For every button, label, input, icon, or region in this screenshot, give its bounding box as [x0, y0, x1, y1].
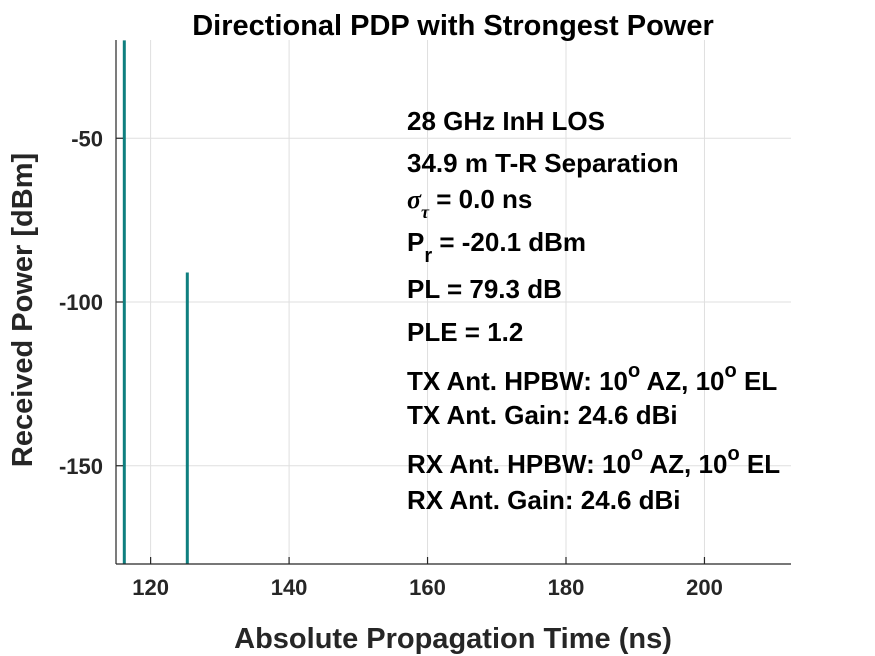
tx-hpbw-post: EL — [737, 366, 778, 396]
x-tick-label: 140 — [271, 575, 308, 600]
x-axis-label: Absolute Propagation Time (ns) — [234, 623, 672, 655]
rx-hpbw-post: EL — [740, 449, 781, 479]
chart-title: Directional PDP with Strongest Power — [192, 10, 714, 42]
annotation-path-loss: PL = 79.3 dB — [407, 274, 562, 304]
y-tick-label: -50 — [71, 126, 103, 151]
pr-symbol: P — [407, 227, 424, 257]
data-series — [122, 40, 189, 564]
sigma-symbol: σ — [407, 185, 422, 214]
x-tick-label: 120 — [132, 575, 169, 600]
annotation-rx-gain: RX Ant. Gain: 24.6 dBi — [407, 485, 681, 515]
tx-hpbw-pre: TX Ant. HPBW: 10 — [407, 366, 628, 396]
annotation-separation: 34.9 m T-R Separation — [407, 148, 679, 178]
tick-marks — [116, 137, 706, 564]
sigma-value: = 0.0 ns — [429, 184, 532, 214]
y-tick-label: -150 — [59, 454, 103, 479]
grid — [116, 40, 791, 564]
annotation-ple: PLE = 1.2 — [407, 317, 523, 347]
x-tick-label: 180 — [548, 575, 585, 600]
annotation-tx-hpbw: TX Ant. HPBW: 10o AZ, 10o EL — [407, 360, 777, 396]
rx-hpbw-mid: AZ, 10 — [643, 449, 727, 479]
rx-hpbw-sup1: o — [631, 443, 643, 465]
x-tick-label: 160 — [409, 575, 446, 600]
annotation-rms-delay: στ = 0.0 ns — [407, 184, 532, 222]
tick-labels: 120 140 160 180 200 -50 -100 -150 — [59, 126, 723, 600]
annotation-box: 28 GHz InH LOS 34.9 m T-R Separation στ … — [407, 106, 780, 515]
annotation-tx-gain: TX Ant. Gain: 24.6 dBi — [407, 400, 678, 430]
pr-subscript: r — [424, 245, 432, 267]
annotation-rx-hpbw: RX Ant. HPBW: 10o AZ, 10o EL — [407, 443, 780, 479]
y-axis-label: Received Power [dBm] — [7, 153, 39, 467]
sigma-subscript: τ — [421, 202, 430, 222]
x-tick-label: 200 — [686, 575, 723, 600]
pr-value: = -20.1 dBm — [432, 227, 586, 257]
rx-hpbw-sup2: o — [727, 443, 739, 465]
tx-hpbw-sup2: o — [725, 360, 737, 382]
tx-hpbw-mid: AZ, 10 — [640, 366, 724, 396]
annotation-frequency: 28 GHz InH LOS — [407, 106, 605, 136]
tx-hpbw-sup1: o — [628, 360, 640, 382]
y-tick-label: -100 — [59, 290, 103, 315]
rx-hpbw-pre: RX Ant. HPBW: 10 — [407, 449, 631, 479]
annotation-received-power: Pr = -20.1 dBm — [407, 227, 586, 267]
